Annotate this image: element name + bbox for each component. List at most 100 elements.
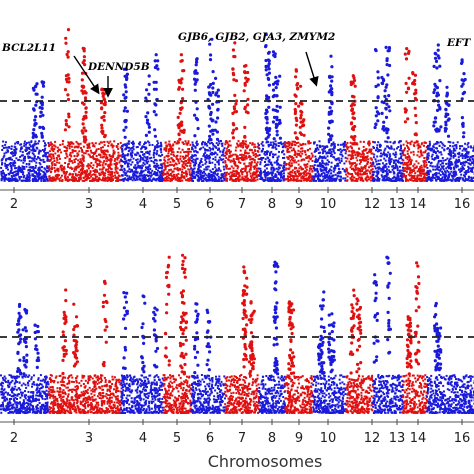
snp-point [404, 177, 407, 180]
snp-point [86, 146, 89, 149]
snp-point [211, 81, 215, 85]
snp-point [296, 177, 299, 180]
snp-point [59, 143, 62, 146]
snp-point [266, 174, 269, 177]
snp-point [64, 174, 67, 177]
snp-point [265, 73, 269, 77]
snp-point [153, 59, 157, 63]
snp-point [351, 163, 354, 165]
snp-point [322, 150, 325, 153]
snp-point [276, 79, 280, 83]
snp-point [3, 178, 6, 180]
snp-point [202, 154, 205, 157]
snp-point [10, 152, 12, 154]
snp-point [227, 173, 230, 175]
snp-point [359, 155, 362, 158]
snp-point [99, 141, 102, 144]
snp-point [53, 177, 56, 180]
snp-point [309, 141, 312, 144]
snp-point [58, 174, 61, 177]
snp-point [447, 171, 450, 174]
snp-point [177, 172, 180, 175]
snp-point [17, 167, 20, 170]
snp-point [463, 179, 466, 182]
snp-point [347, 146, 350, 149]
snp-point [387, 159, 390, 162]
snp-point [358, 162, 361, 165]
snp-point [467, 155, 470, 158]
snp-point [123, 169, 126, 172]
snp-point [123, 178, 126, 181]
snp-point [340, 151, 343, 154]
snp-point [264, 153, 267, 156]
snp-point [40, 131, 44, 135]
snp-point [322, 165, 325, 168]
snp-point [133, 177, 136, 180]
snp-point [172, 164, 175, 167]
snp-point [23, 140, 26, 143]
snp-point [1, 163, 3, 166]
snp-point [455, 158, 458, 161]
snp-point [433, 149, 435, 152]
snp-point [438, 107, 442, 111]
snp-point [317, 157, 320, 160]
snp-point [301, 177, 304, 180]
snp-point [177, 158, 180, 161]
snp-point [339, 171, 342, 174]
snp-point [100, 150, 103, 152]
snp-point [190, 177, 193, 180]
snp-point [352, 76, 356, 80]
snp-point [297, 141, 300, 144]
snp-point [283, 161, 286, 164]
snp-point [166, 175, 169, 178]
snp-point [406, 117, 410, 121]
snp-point [330, 119, 334, 124]
snp-point [185, 175, 188, 178]
snp-point [81, 171, 84, 174]
snp-point [393, 176, 396, 179]
snp-point [383, 89, 387, 93]
snp-point [204, 156, 207, 159]
snp-point [153, 165, 156, 168]
snp-point [59, 164, 62, 167]
snp-point [30, 160, 33, 163]
snp-point [149, 175, 152, 178]
snp-point [24, 155, 26, 158]
snp-point [324, 176, 327, 179]
snp-point [321, 152, 324, 155]
snp-point [330, 155, 332, 158]
snp-point [449, 178, 452, 181]
snp-point [132, 143, 134, 145]
snp-point [79, 142, 82, 145]
snp-point [12, 154, 15, 157]
snp-point [0, 166, 3, 169]
snp-point [302, 158, 305, 161]
snp-point [274, 146, 277, 149]
snp-point [80, 89, 84, 93]
snp-point [428, 173, 430, 176]
snp-point [270, 150, 273, 153]
snp-point [17, 142, 19, 145]
snp-point [380, 174, 383, 177]
snp-point [156, 177, 159, 180]
snp-point [228, 140, 231, 143]
snp-point [406, 167, 409, 170]
snp-point [64, 171, 67, 174]
snp-point [454, 161, 457, 164]
snp-point [293, 159, 296, 162]
snp-point [243, 64, 247, 68]
snp-point [293, 140, 296, 143]
snp-point [447, 179, 450, 182]
snp-point [77, 173, 80, 176]
snp-point [136, 162, 139, 165]
snp-point [77, 162, 80, 165]
snp-point [125, 146, 128, 149]
snp-point [15, 148, 18, 151]
snp-point [139, 174, 142, 177]
snp-point [362, 158, 365, 161]
snp-point [149, 178, 152, 181]
snp-point [5, 158, 7, 161]
snp-point [419, 172, 422, 175]
snp-point [364, 167, 367, 170]
snp-point [433, 151, 435, 154]
